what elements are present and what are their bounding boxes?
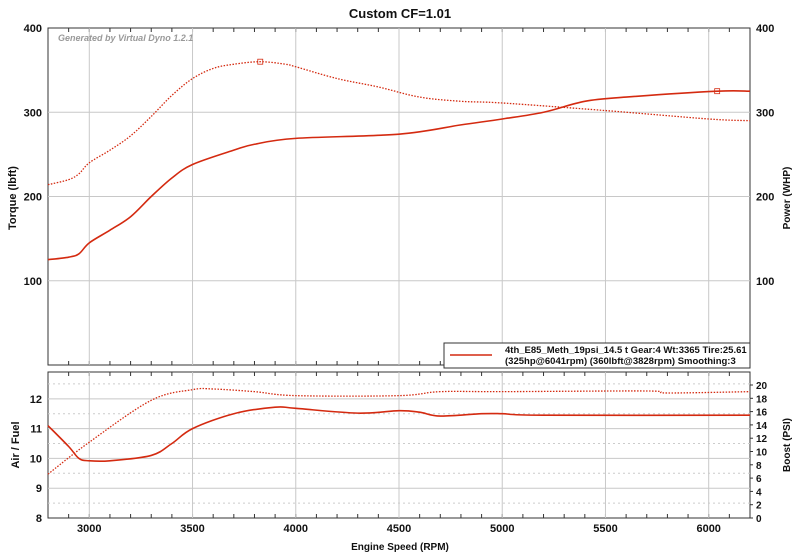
chart-title: Custom CF=1.01 xyxy=(349,6,451,21)
y2-tick-label: 300 xyxy=(756,107,774,119)
y2-tick-label: 18 xyxy=(756,394,768,405)
peak-marker-power xyxy=(714,88,721,95)
y2-tick-label: 4 xyxy=(756,487,762,498)
y2-tick-label: 8 xyxy=(756,461,762,472)
legend: 4th_E85_Meth_19psi_14.5 t Gear:4 Wt:3365… xyxy=(443,342,751,369)
x-axis-label: Engine Speed (RPM) xyxy=(351,542,449,553)
y-tick-label: 100 xyxy=(24,276,42,288)
y2-axis-label-power: Power (WHP) xyxy=(782,167,793,230)
y-tick-label: 300 xyxy=(24,107,42,119)
y-axis-label-torque: Torque (lbft) xyxy=(7,166,19,230)
x-tick-label: 3000 xyxy=(77,523,101,535)
y-axis-label-afr: Air / Fuel xyxy=(10,421,22,468)
watermark: Generated by Virtual Dyno 1.2.1 xyxy=(58,33,193,43)
x-tick-label: 5500 xyxy=(593,523,617,535)
peak-marker-torque xyxy=(257,58,264,65)
y2-tick-label: 2 xyxy=(756,501,762,512)
y2-tick-label: 10 xyxy=(756,448,768,459)
y-tick-label: 8 xyxy=(36,513,42,525)
x-tick-label: 3500 xyxy=(180,523,204,535)
y-tick-label: 10 xyxy=(30,453,42,465)
legend-line2: (325hp@6041rpm) (360lbft@3828rpm) Smooth… xyxy=(505,356,736,367)
y2-tick-label: 200 xyxy=(756,192,774,204)
y2-tick-label: 12 xyxy=(756,434,768,445)
legend-line1: 4th_E85_Meth_19psi_14.5 t Gear:4 Wt:3365… xyxy=(505,345,747,356)
y2-tick-label: 14 xyxy=(756,421,768,432)
y-tick-label: 200 xyxy=(24,192,42,204)
y2-tick-label: 0 xyxy=(756,514,762,525)
series-air-fuel xyxy=(47,406,751,463)
y-tick-label: 400 xyxy=(24,23,42,35)
series-boost xyxy=(47,387,751,475)
y2-tick-label: 400 xyxy=(756,23,774,35)
y2-tick-label: 20 xyxy=(756,381,768,392)
y2-tick-label: 6 xyxy=(756,474,762,485)
series-torque xyxy=(47,61,751,186)
x-tick-label: 5000 xyxy=(490,523,514,535)
y2-tick-label: 100 xyxy=(756,276,774,288)
series-power xyxy=(47,89,751,261)
x-tick-label: 6000 xyxy=(696,523,720,535)
x-tick-label: 4000 xyxy=(284,523,308,535)
y-tick-label: 12 xyxy=(30,394,42,406)
y-tick-label: 11 xyxy=(30,424,42,436)
y2-tick-label: 16 xyxy=(756,408,768,419)
y-tick-label: 9 xyxy=(36,483,42,495)
y2-axis-label-boost: Boost (PSI) xyxy=(782,418,793,472)
x-tick-label: 4500 xyxy=(387,523,411,535)
